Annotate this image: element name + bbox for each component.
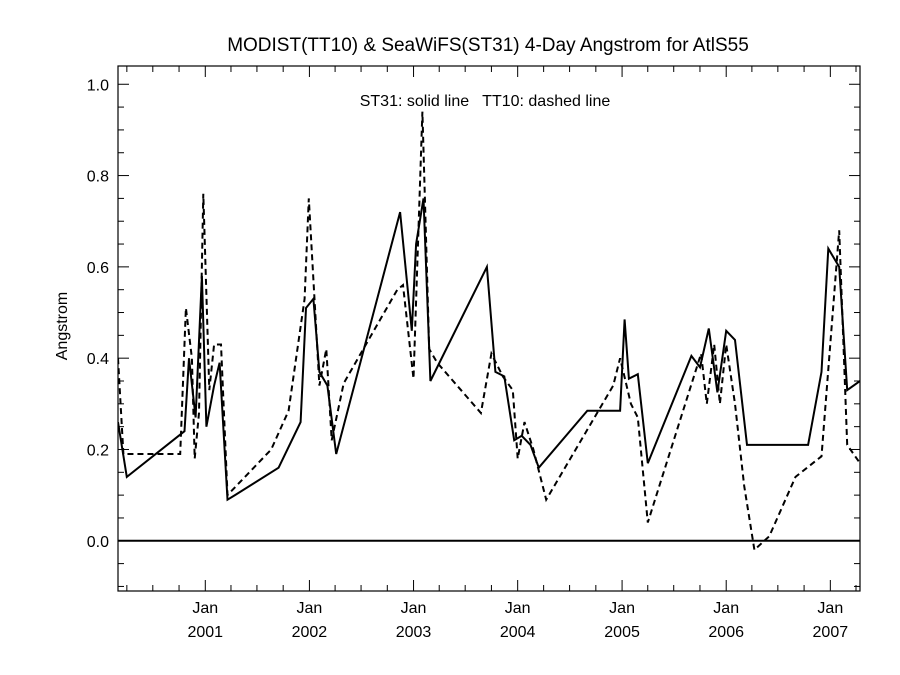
y-axis-label: Angstrom [54, 292, 71, 360]
y-tick-label: 0.4 [87, 351, 109, 368]
x-tick-month-label: Jan [505, 600, 531, 617]
x-tick-year-label: 2002 [292, 624, 328, 641]
x-tick-month-label: Jan [713, 600, 739, 617]
y-tick-label: 0.2 [87, 442, 109, 459]
y-tick-label: 1.0 [87, 77, 109, 94]
x-tick-month-label: Jan [192, 600, 218, 617]
x-tick-month-label: Jan [817, 600, 843, 617]
x-tick-year-label: 2001 [187, 624, 223, 641]
series-lines [118, 111, 860, 552]
x-tick-year-label: 2003 [396, 624, 432, 641]
tick-labels: 0.0 0.2 0.4 0.6 0.8 1.0 Jan 2001 Jan 2002 Jan 2003 J… [87, 77, 848, 641]
axes [117, 65, 861, 592]
series-annotation: ST31: solid line TT10: dashed line [360, 93, 611, 110]
x-tick-year-label: 2004 [500, 624, 536, 641]
x-tick-year-label: 2007 [813, 624, 849, 641]
chart-title: MODIST(TT10) & SeaWiFS(ST31) 4-Day Angst… [227, 35, 749, 56]
series-line-tt10 [118, 111, 860, 552]
x-tick-month-label: Jan [401, 600, 427, 617]
y-tick-label: 0.8 [87, 169, 109, 186]
x-tick-year-label: 2006 [708, 624, 744, 641]
x-tick-month-label: Jan [297, 600, 323, 617]
axis-ticks [118, 66, 860, 591]
plot-frame [117, 65, 861, 592]
x-tick-year-label: 2005 [604, 624, 640, 641]
y-tick-label: 0.6 [87, 260, 109, 277]
series-line-st31 [118, 198, 860, 502]
y-tick-label: 0.0 [87, 534, 109, 551]
x-tick-month-label: Jan [609, 600, 635, 617]
